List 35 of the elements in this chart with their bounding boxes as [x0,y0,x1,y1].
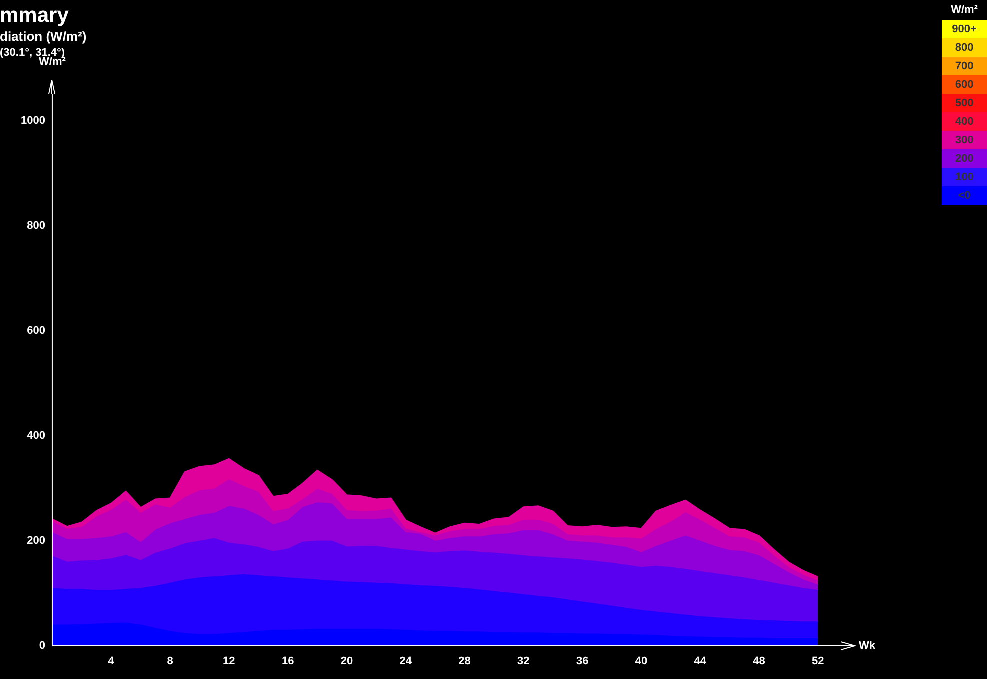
y-tick-label: 800 [27,220,46,232]
color-bar-label: 800 [955,42,974,54]
x-tick-label: 24 [400,655,413,668]
y-tick-label: 200 [27,534,46,547]
y-tick-label: 0 [39,640,46,652]
x-tick-label: 28 [458,655,471,668]
x-tick-label: 12 [223,655,236,668]
color-bar-label: 100 [955,171,974,184]
y-axis-title: W/m² [39,56,66,68]
color-bar-label: 300 [955,134,974,146]
x-tick-label: 52 [812,655,824,668]
x-tick-label: 32 [518,655,530,668]
x-axis-title: Wk [859,640,876,652]
y-tick-label: 400 [27,430,46,442]
color-bar-label: 900+ [952,23,977,36]
text: (30.1°, 31.4°) [0,47,66,59]
color-bar-label: 700 [955,60,974,72]
y-tick-label: 1000 [20,114,46,127]
x-tick-label: 20 [340,655,354,668]
color-bar-label: 500 [955,97,974,110]
x-tick-label: 48 [753,655,766,668]
x-tick-label: 40 [635,655,648,668]
y-tick-label: 600 [27,324,46,337]
chart-subtitle: diation (W/m²) [0,29,87,44]
x-tick-label: 44 [694,655,708,668]
x-tick-label: 16 [282,655,294,668]
color-bar-label: 200 [955,152,974,165]
x-tick-label: 36 [576,655,589,668]
color-bar-label: <0 [958,190,971,202]
color-bar-title: W/m² [951,4,978,16]
color-bar-label: 600 [955,78,974,91]
color-bar-label: 400 [955,116,974,128]
x-tick-label: 8 [167,655,174,668]
x-tick-label: 4 [108,655,116,668]
chart-title: mmary [0,4,70,27]
